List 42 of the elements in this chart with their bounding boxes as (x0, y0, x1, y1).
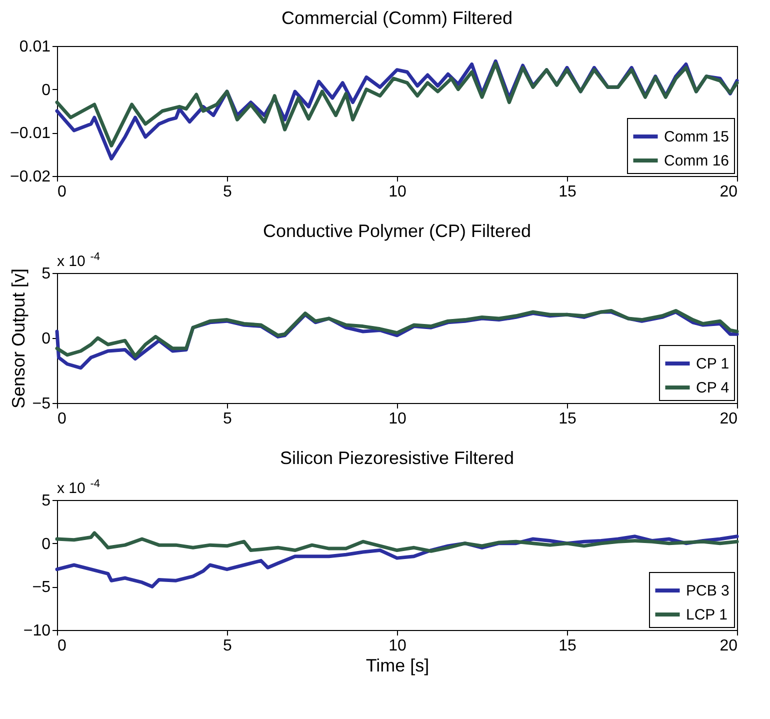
x-tick-label: 0 (58, 410, 66, 428)
chart-title: Commercial (Comm) Filtered (281, 8, 513, 28)
y-tick-label: 0 (42, 536, 51, 553)
chart-title: Conductive Polymer (CP) Filtered (262, 221, 532, 241)
text: x 10-4 (57, 251, 100, 270)
x-tick-label: 10 (388, 410, 406, 428)
y-tick-label: −10 (23, 622, 51, 640)
y-tick-label: −0.01 (10, 125, 51, 142)
x-tick-label: 10 (388, 184, 406, 200)
y-tick-label: 0.01 (19, 38, 51, 56)
x-tick-label: 5 (223, 638, 232, 654)
legend-label: Comm 16 (664, 152, 730, 170)
chart-title: Silicon Piezoresistive Filtered (280, 448, 514, 468)
x-tick-label: 5 (223, 184, 232, 200)
line-series (55, 531, 739, 553)
x-tick-label: 15 (558, 410, 576, 428)
x-tick-label: 0 (58, 184, 66, 200)
x-tick-label: 15 (558, 638, 576, 654)
y-tick-label: −5 (32, 579, 51, 596)
y-tick-label: 5 (42, 492, 51, 510)
y-tick-label: 0 (42, 330, 51, 348)
x-tick-label: 20 (720, 410, 738, 428)
x-tick-label: 20 (720, 184, 738, 200)
x-tick-label: 0 (58, 638, 66, 654)
y-tick-label: 5 (42, 266, 51, 282)
x-tick-label: 20 (720, 638, 738, 654)
legend-label: Comm 15 (664, 128, 730, 146)
legend-label: LCP 1 (686, 606, 728, 624)
y-tick-label: −5 (32, 396, 51, 412)
x-tick-label: 5 (223, 410, 232, 428)
legend-label: CP 1 (696, 356, 730, 372)
y-tick-label: 0 (42, 82, 51, 99)
y-axis-title: Sensor Output [v] (8, 268, 28, 409)
legend-label: PCB 3 (686, 582, 730, 600)
line-series (55, 308, 739, 358)
x-tick-label: 15 (558, 184, 576, 200)
y-tick-label: −0.02 (10, 168, 51, 186)
x-tick-label: 10 (388, 638, 406, 654)
legend-label: CP 4 (696, 380, 730, 396)
text: x 10-4 (57, 478, 100, 497)
x-axis-title: Time [s] (366, 656, 430, 676)
line-series (55, 62, 739, 148)
